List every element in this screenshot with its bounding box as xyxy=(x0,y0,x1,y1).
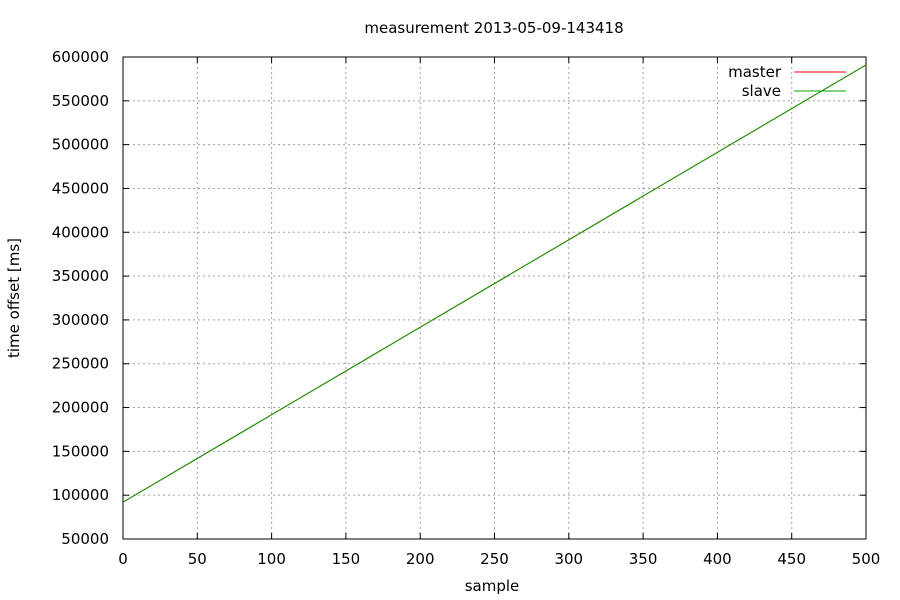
x-tick-label: 500 xyxy=(852,550,881,568)
y-tick-label: 300000 xyxy=(52,311,109,329)
x-tick-label: 0 xyxy=(118,550,128,568)
x-tick-label: 250 xyxy=(480,550,509,568)
series-line-slave xyxy=(122,64,867,503)
y-tick-label: 100000 xyxy=(52,486,109,504)
x-tick-label: 400 xyxy=(703,550,732,568)
grid xyxy=(123,57,866,539)
x-tick-label: 350 xyxy=(629,550,658,568)
y-axis-label: time offset [ms] xyxy=(5,238,23,358)
axis-ticks: 0 50 100 150 200 250 300 350 400 450 500 50000 10000… xyxy=(52,48,881,568)
y-tick-label: 500000 xyxy=(52,136,109,154)
y-tick-label: 450000 xyxy=(52,179,109,197)
x-axis-label: sample xyxy=(465,577,520,595)
x-tick-label: 300 xyxy=(554,550,583,568)
y-tick-label: 250000 xyxy=(52,355,109,373)
y-tick-label: 50000 xyxy=(61,530,109,548)
series-lines xyxy=(122,64,867,503)
y-tick-label: 400000 xyxy=(52,223,109,241)
y-tick-label: 200000 xyxy=(52,399,109,417)
legend-label-master: master xyxy=(728,63,782,81)
x-tick-label: 50 xyxy=(188,550,207,568)
x-tick-label: 200 xyxy=(406,550,435,568)
x-tick-label: 450 xyxy=(777,550,806,568)
y-tick-label: 600000 xyxy=(52,48,109,66)
x-tick-label: 150 xyxy=(332,550,361,568)
x-tick-label: 100 xyxy=(257,550,286,568)
y-tick-label: 550000 xyxy=(52,92,109,110)
legend-label-slave: slave xyxy=(742,82,781,100)
y-tick-label: 150000 xyxy=(52,442,109,460)
chart-title: measurement 2013-05-09-143418 xyxy=(364,19,623,37)
y-tick-label: 350000 xyxy=(52,267,109,285)
